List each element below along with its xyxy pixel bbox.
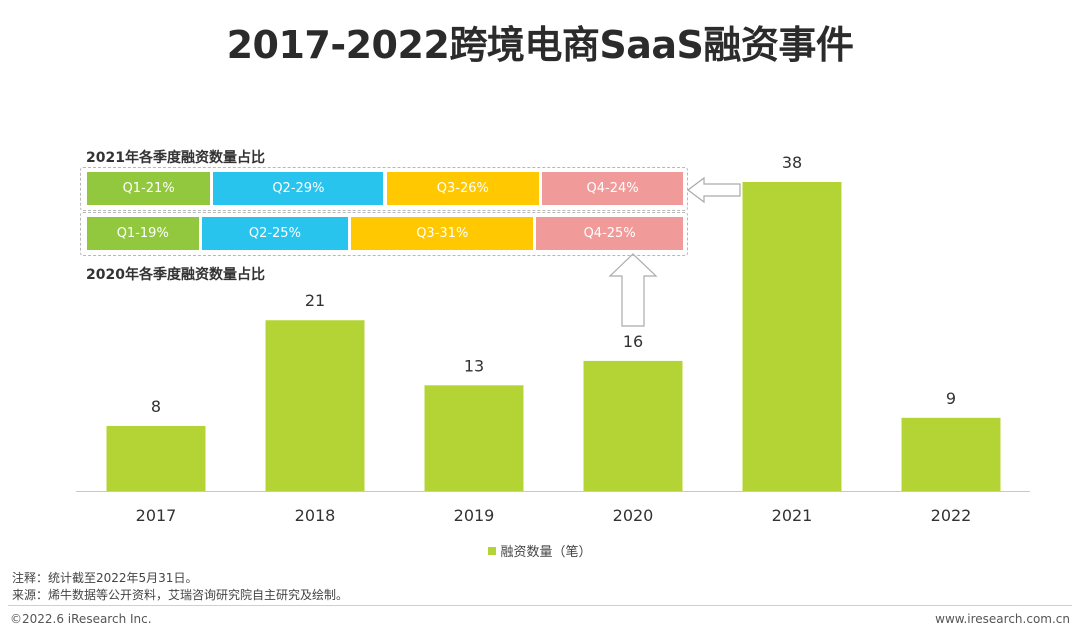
- x-tick-2022: 2022: [931, 506, 972, 525]
- legend-swatch: [488, 547, 497, 555]
- data-label-2021: 38: [782, 153, 802, 172]
- x-tick-2018: 2018: [295, 506, 336, 525]
- arrow-left-icon: [687, 176, 741, 204]
- inset-2021-segment-q3: Q3-26%: [386, 172, 540, 205]
- labels-layer: 8 21 13 16 38 9: [151, 153, 956, 416]
- data-label-2022: 9: [946, 389, 956, 408]
- x-tick-2017: 2017: [136, 506, 177, 525]
- inset-2021-segment-q1: Q1-21%: [87, 172, 211, 205]
- bar-2018: [265, 320, 365, 491]
- inset-2021-box: [80, 167, 688, 211]
- inset-2020-segment-q4: Q4-25%: [536, 217, 683, 250]
- ticks-layer: 2017 2018 2019 2020 2021 2022: [136, 506, 972, 525]
- inset-2020-segment-q3: Q3-31%: [351, 217, 534, 250]
- data-label-2020: 16: [623, 332, 643, 351]
- inset-2020-segment-q2: Q2-25%: [201, 217, 349, 250]
- inset-2021-segment-q4: Q4-24%: [542, 172, 683, 205]
- x-tick-2021: 2021: [772, 506, 813, 525]
- data-label-2019: 13: [464, 356, 484, 375]
- data-label-2018: 21: [305, 291, 325, 310]
- inset-2021-segment-q2: Q2-29%: [213, 172, 384, 205]
- legend-label: 融资数量（笔）: [500, 545, 592, 560]
- bar-2019: [424, 385, 524, 491]
- x-tick-2019: 2019: [454, 506, 495, 525]
- arrow-up-icon: [608, 253, 658, 327]
- x-tick-2020: 2020: [613, 506, 654, 525]
- legend: 融资数量（笔）: [0, 541, 1080, 560]
- bar-2017: [106, 425, 206, 491]
- data-label-2017: 8: [151, 397, 161, 416]
- inset-2020-segment-q1: Q1-19%: [87, 217, 199, 250]
- bar-2022: [901, 417, 1001, 491]
- footer-divider: [8, 605, 1072, 606]
- page-title: 2017-2022跨境电商SaaS融资事件: [226, 23, 854, 67]
- note-text: 注释：统计截至2022年5月31日。: [12, 571, 198, 585]
- inset-2020-box: [80, 212, 688, 256]
- inset-2020-label: 2020年各季度融资数量占比: [86, 267, 265, 283]
- source-text: 来源：烯牛数据等公开资料，艾瑞咨询研究院自主研究及绘制。: [12, 588, 349, 602]
- bar-2021: [742, 182, 842, 491]
- bar-2020: [583, 360, 683, 491]
- copyright-text: ©2022.6 iResearch Inc.: [10, 612, 152, 626]
- bars-layer: [106, 182, 1001, 491]
- website-link[interactable]: www.iresearch.com.cn: [935, 612, 1070, 626]
- inset-2021-label: 2021年各季度融资数量占比: [86, 150, 265, 166]
